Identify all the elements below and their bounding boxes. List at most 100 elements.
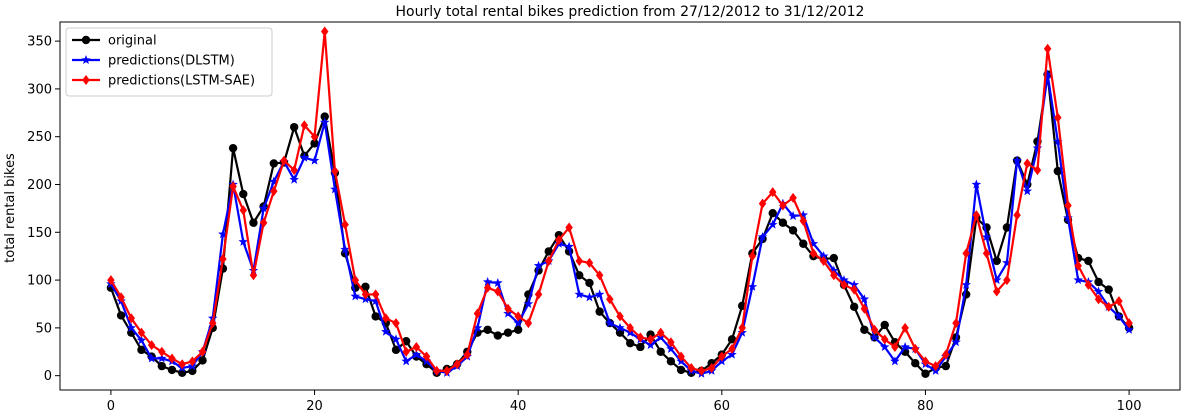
- data-point-original-88: [1002, 223, 1012, 232]
- data-point-original-25: [361, 282, 370, 291]
- data-point-predictions-lstm-sae-24: [351, 275, 360, 286]
- data-point-predictions-lstm-sae-73: [850, 284, 858, 295]
- data-point-predictions-lstm-sae-53: [646, 334, 655, 345]
- data-point-predictions-dlstm-65: [767, 219, 778, 229]
- data-point-original-20: [310, 139, 319, 148]
- y-tick-label-250: 250: [27, 130, 52, 145]
- data-point-predictions-lstm-sae-100: [1125, 318, 1133, 329]
- data-point-original-68: [799, 239, 808, 248]
- data-point-predictions-lstm-sae-8: [188, 356, 197, 367]
- data-point-original-71: [829, 253, 839, 263]
- chart-title: Hourly total rental bikes prediction fro…: [396, 4, 865, 20]
- data-point-original-26: [371, 312, 380, 321]
- data-point-predictions-lstm-sae-99: [1115, 296, 1123, 307]
- legend-box: [65, 27, 273, 97]
- data-point-predictions-dlstm-21: [319, 117, 330, 127]
- data-point-predictions-lstm-sae-87: [992, 286, 1001, 297]
- data-point-predictions-lstm-sae-74: [860, 303, 869, 314]
- data-point-predictions-dlstm-78: [900, 341, 910, 352]
- data-point-predictions-lstm-sae-80: [921, 356, 930, 367]
- data-point-predictions-lstm-sae-32: [432, 365, 441, 376]
- data-point-predictions-lstm-sae-86: [982, 248, 991, 259]
- y-tick-label-150: 150: [27, 226, 52, 241]
- data-point-original-74: [860, 325, 869, 334]
- data-point-predictions-lstm-sae-91: [1033, 165, 1042, 176]
- data-point-original-47: [585, 278, 594, 288]
- data-point-original-66: [778, 218, 788, 227]
- legend-label-predictions-lstm-sae: predictions(LSTM-SAE): [108, 74, 255, 89]
- data-point-predictions-dlstm-16: [269, 176, 279, 186]
- data-point-predictions-dlstm-70: [818, 251, 829, 261]
- data-point-predictions-dlstm-48: [594, 289, 605, 299]
- data-point-predictions-lstm-sae-51: [626, 322, 634, 333]
- data-point-predictions-lstm-sae-82: [942, 349, 950, 360]
- data-point-predictions-lstm-sae-75: [870, 324, 879, 335]
- data-point-predictions-lstm-sae-69: [809, 248, 818, 259]
- data-point-predictions-lstm-sae-25: [361, 289, 370, 300]
- data-point-predictions-lstm-sae-16: [270, 186, 278, 197]
- data-point-original-46: [575, 271, 584, 280]
- x-tick-label-80: 80: [917, 399, 934, 414]
- data-point-predictions-lstm-sae-81: [931, 361, 940, 372]
- data-point-predictions-dlstm-41: [523, 298, 534, 309]
- data-point-predictions-dlstm-69: [808, 238, 819, 248]
- data-point-original-14: [249, 218, 258, 227]
- data-point-predictions-lstm-sae-13: [239, 205, 248, 216]
- data-point-predictions-dlstm-5: [157, 353, 167, 363]
- data-point-predictions-dlstm-72: [839, 275, 849, 285]
- data-point-predictions-dlstm-74: [859, 294, 870, 304]
- data-point-predictions-lstm-sae-49: [606, 294, 614, 305]
- data-point-predictions-dlstm-85: [971, 179, 982, 189]
- legend-marker-predictions-dlstm: [81, 55, 91, 65]
- data-point-predictions-dlstm-55: [666, 343, 676, 353]
- data-point-predictions-lstm-sae-94: [1064, 200, 1072, 211]
- data-point-predictions-lstm-sae-42: [534, 289, 543, 300]
- data-point-predictions-dlstm-20: [309, 155, 320, 165]
- data-point-predictions-lstm-sae-63: [748, 251, 757, 262]
- data-point-predictions-lstm-sae-10: [208, 318, 217, 329]
- data-point-predictions-lstm-sae-88: [1003, 275, 1011, 286]
- data-point-original-73: [849, 302, 859, 312]
- data-point-predictions-lstm-sae-23: [341, 219, 349, 230]
- data-point-predictions-lstm-sae-19: [300, 120, 309, 131]
- data-point-predictions-lstm-sae-3: [137, 327, 146, 338]
- data-point-predictions-dlstm-11: [218, 229, 228, 239]
- data-point-predictions-dlstm-13: [238, 236, 249, 246]
- data-point-predictions-dlstm-28: [391, 334, 401, 344]
- data-point-predictions-lstm-sae-96: [1084, 279, 1093, 290]
- data-point-predictions-lstm-sae-35: [463, 349, 472, 360]
- data-point-original-39: [503, 328, 513, 337]
- data-point-predictions-dlstm-90: [1022, 186, 1033, 196]
- data-point-predictions-dlstm-86: [981, 232, 992, 242]
- data-point-predictions-dlstm-37: [482, 276, 493, 287]
- data-point-predictions-dlstm-89: [1012, 155, 1022, 165]
- data-point-predictions-dlstm-100: [1124, 324, 1134, 334]
- data-point-predictions-dlstm-49: [605, 318, 615, 328]
- data-point-original-13: [239, 189, 248, 199]
- x-tick-label-100: 100: [1117, 399, 1142, 414]
- data-point-original-38: [493, 331, 503, 340]
- y-tick-label-100: 100: [27, 274, 52, 289]
- data-point-predictions-lstm-sae-92: [1043, 43, 1052, 54]
- data-point-predictions-lstm-sae-65: [768, 187, 777, 198]
- data-point-original-43: [544, 247, 553, 256]
- y-tick-label-200: 200: [27, 178, 52, 193]
- data-point-original-98: [1104, 285, 1113, 294]
- data-point-original-55: [666, 357, 676, 366]
- data-point-predictions-lstm-sae-6: [168, 353, 176, 364]
- data-point-predictions-lstm-sae-61: [728, 343, 736, 354]
- data-point-predictions-dlstm-50: [615, 322, 625, 332]
- data-point-predictions-dlstm-23: [340, 244, 350, 254]
- data-point-original-40: [513, 325, 523, 334]
- data-point-predictions-lstm-sae-77: [891, 341, 899, 352]
- data-point-predictions-lstm-sae-36: [473, 308, 482, 319]
- data-point-predictions-dlstm-92: [1042, 69, 1053, 79]
- data-point-original-51: [625, 338, 635, 348]
- data-point-original-97: [1094, 277, 1103, 287]
- data-point-predictions-lstm-sae-68: [799, 215, 808, 226]
- data-point-predictions-dlstm-29: [401, 356, 411, 366]
- data-point-predictions-dlstm-40: [513, 318, 523, 328]
- data-point-predictions-lstm-sae-46: [575, 255, 584, 266]
- data-point-predictions-dlstm-67: [788, 211, 798, 221]
- data-point-predictions-lstm-sae-84: [962, 248, 970, 259]
